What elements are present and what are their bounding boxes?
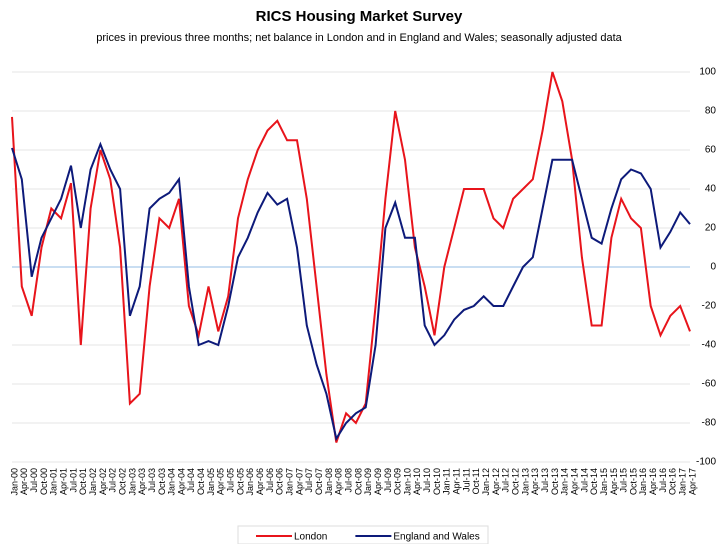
x-tick-label: Jan-01 [49, 468, 59, 496]
x-tick-label: Apr-13 [530, 468, 540, 495]
x-tick-label: Jan-00 [9, 468, 19, 496]
x-tick-label: Jan-08 [324, 468, 334, 496]
x-tick-label: Apr-08 [334, 468, 344, 495]
x-tick-label: Oct-12 [511, 468, 521, 495]
x-tick-label: Jul-04 [186, 468, 196, 493]
x-tick-label: Jan-06 [245, 468, 255, 496]
x-tick-label: Apr-01 [59, 468, 69, 495]
x-tick-label: Oct-03 [157, 468, 167, 495]
x-tick-label: Apr-17 [687, 468, 697, 495]
x-tick-label: Jul-08 [343, 468, 353, 493]
x-tick-label: Jan-15 [599, 468, 609, 496]
x-tick-label: Jan-02 [88, 468, 98, 496]
x-tick-label: Oct-15 [628, 468, 638, 495]
x-tick-label: Apr-07 [294, 468, 304, 495]
x-tick-label: Oct-08 [353, 468, 363, 495]
y-tick-label: 0 [710, 262, 716, 273]
y-tick-label: 60 [705, 145, 717, 156]
x-tick-label: Oct-04 [196, 468, 206, 495]
x-tick-label: Apr-00 [19, 468, 29, 495]
x-tick-label: Oct-00 [39, 468, 49, 495]
x-tick-label: Jul-06 [265, 468, 275, 493]
x-tick-label: Oct-06 [275, 468, 285, 495]
line-series [11, 71, 691, 443]
x-tick-label: Jul-05 [226, 468, 236, 493]
x-tick-label: Jul-11 [461, 468, 471, 492]
x-tick-label: Oct-16 [668, 468, 678, 495]
x-tick-label: Jan-07 [285, 468, 295, 496]
y-tick-label: 80 [705, 106, 717, 117]
chart-title: RICS Housing Market Survey [256, 8, 463, 25]
x-tick-label: Jan-17 [678, 468, 688, 496]
x-tick-label: Oct-13 [550, 468, 560, 495]
x-tick-label: Jul-14 [579, 468, 589, 493]
y-tick-label: 20 [705, 223, 717, 234]
x-tick-label: Oct-11 [471, 468, 481, 494]
x-tick-label: Apr-04 [176, 468, 186, 495]
x-tick-label: Jul-02 [108, 468, 118, 493]
x-tick-label: Oct-07 [314, 468, 324, 495]
x-tick-label: Jan-09 [363, 468, 373, 496]
x-tick-label: Jul-00 [29, 468, 39, 493]
x-tick-label: Jan-03 [127, 468, 137, 496]
x-tick-label: Jul-15 [619, 468, 629, 493]
x-tick-label: Oct-05 [235, 468, 245, 495]
chart-subtitle: prices in previous three months; net bal… [96, 32, 622, 44]
x-tick-label: Apr-16 [648, 468, 658, 495]
x-tick-label: Jul-03 [147, 468, 157, 493]
x-tick-label: Jan-11 [442, 468, 452, 495]
x-tick-label: Jan-04 [167, 468, 177, 496]
x-tick-label: Jul-13 [540, 468, 550, 493]
x-tick-label: Apr-03 [137, 468, 147, 495]
x-tick-label: Oct-01 [78, 468, 88, 495]
x-tick-label: Apr-10 [412, 468, 422, 495]
y-tick-label: -20 [702, 301, 717, 312]
x-tick-label: Jul-07 [304, 468, 314, 493]
y-tick-label: 40 [705, 184, 717, 195]
y-tick-label: -60 [702, 379, 717, 390]
x-tick-label: Jul-10 [422, 468, 432, 493]
x-tick-label: Oct-02 [117, 468, 127, 495]
x-tick-label: Jan-12 [481, 468, 491, 496]
x-tick-label: Apr-02 [98, 468, 108, 495]
y-tick-label: -100 [696, 457, 716, 468]
x-tick-label: Jan-10 [402, 468, 412, 496]
x-tick-label: Apr-15 [609, 468, 619, 495]
x-tick-label: Apr-11 [452, 468, 462, 494]
x-tick-label: Jul-01 [68, 468, 78, 493]
x-tick-label: Apr-05 [216, 468, 226, 495]
y-tick-label: -80 [702, 418, 717, 429]
legend-label: England and Wales [393, 532, 479, 543]
x-tick-label: Apr-09 [373, 468, 383, 495]
y-tick-label: -40 [702, 340, 717, 351]
line-series [11, 141, 691, 442]
y-tick-label: 100 [699, 67, 716, 78]
x-tick-label: Jan-05 [206, 468, 216, 496]
x-tick-label: Apr-14 [569, 468, 579, 495]
x-tick-label: Jul-12 [501, 468, 511, 493]
x-tick-label: Jan-13 [520, 468, 530, 496]
x-tick-label: Jan-14 [560, 468, 570, 496]
x-tick-label: Oct-14 [589, 468, 599, 495]
x-tick-label: Jul-09 [383, 468, 393, 493]
x-tick-label: Oct-09 [393, 468, 403, 495]
x-tick-label: Apr-12 [491, 468, 501, 495]
x-tick-label: Jan-16 [638, 468, 648, 496]
x-tick-label: Apr-06 [255, 468, 265, 495]
x-tick-label: Oct-10 [432, 468, 442, 495]
x-tick-label: Jul-16 [658, 468, 668, 493]
legend-label: London [294, 532, 327, 543]
